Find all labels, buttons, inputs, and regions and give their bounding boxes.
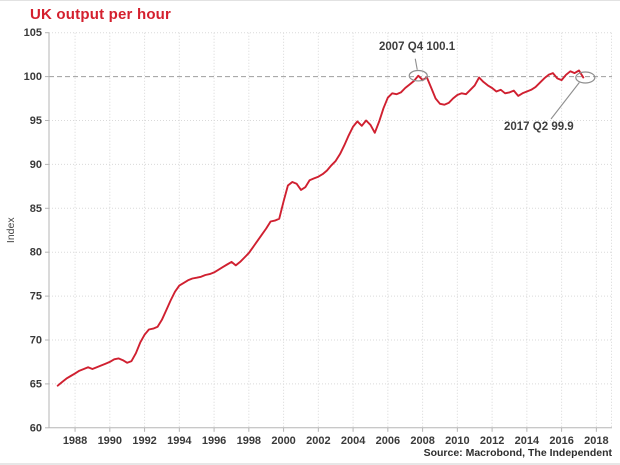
annotation-leader-2007q4: [414, 58, 418, 70]
y-tick-label: 80: [30, 247, 42, 259]
annotation-ellipse-2007q4: [408, 69, 428, 82]
x-tick-label: 2006: [376, 435, 400, 447]
x-tick-label: 2016: [549, 435, 573, 447]
x-tick-label: 1990: [98, 435, 122, 447]
productivity-line: [56, 69, 585, 387]
y-tick-label: 95: [30, 115, 42, 127]
x-tick-label: 2004: [341, 435, 366, 447]
chart-title: UK output per hour: [30, 6, 172, 23]
annotation-2007q4: 2007 Q4 100.1: [379, 41, 456, 53]
annotation-2017q2: 2017 Q2 99.9: [504, 121, 574, 133]
y-tick-label: 75: [30, 291, 42, 303]
x-tick-label: 1988: [63, 435, 87, 447]
x-tick-label: 1998: [237, 435, 261, 447]
x-tick-label: 1992: [132, 435, 156, 447]
x-tick-label: 2010: [445, 435, 469, 447]
x-tick-label: 1996: [202, 435, 226, 447]
y-tick-label: 65: [30, 378, 42, 390]
y-tick-label: 90: [30, 159, 42, 171]
x-tick-label: 2014: [515, 435, 540, 447]
y-tick-label: 60: [30, 422, 42, 434]
annotation-ellipse-2017q2: [575, 71, 596, 84]
source-credit: Source: Macrobond, The Independent: [423, 447, 612, 459]
y-axis-title: Index: [5, 217, 17, 243]
annotation-leader-2017q2: [550, 82, 580, 120]
y-tick-label: 70: [30, 335, 42, 347]
x-tick-label: 2000: [271, 435, 295, 447]
x-tick-label: 2012: [480, 435, 504, 447]
x-tick-label: 2018: [584, 435, 608, 447]
x-tick-label: 1994: [167, 435, 192, 447]
x-tick-label: 2008: [410, 435, 434, 447]
x-tick-label: 2002: [306, 435, 330, 447]
y-tick-label: 85: [30, 203, 42, 215]
y-tick-label: 105: [24, 27, 42, 39]
y-tick-label: 100: [24, 71, 42, 83]
